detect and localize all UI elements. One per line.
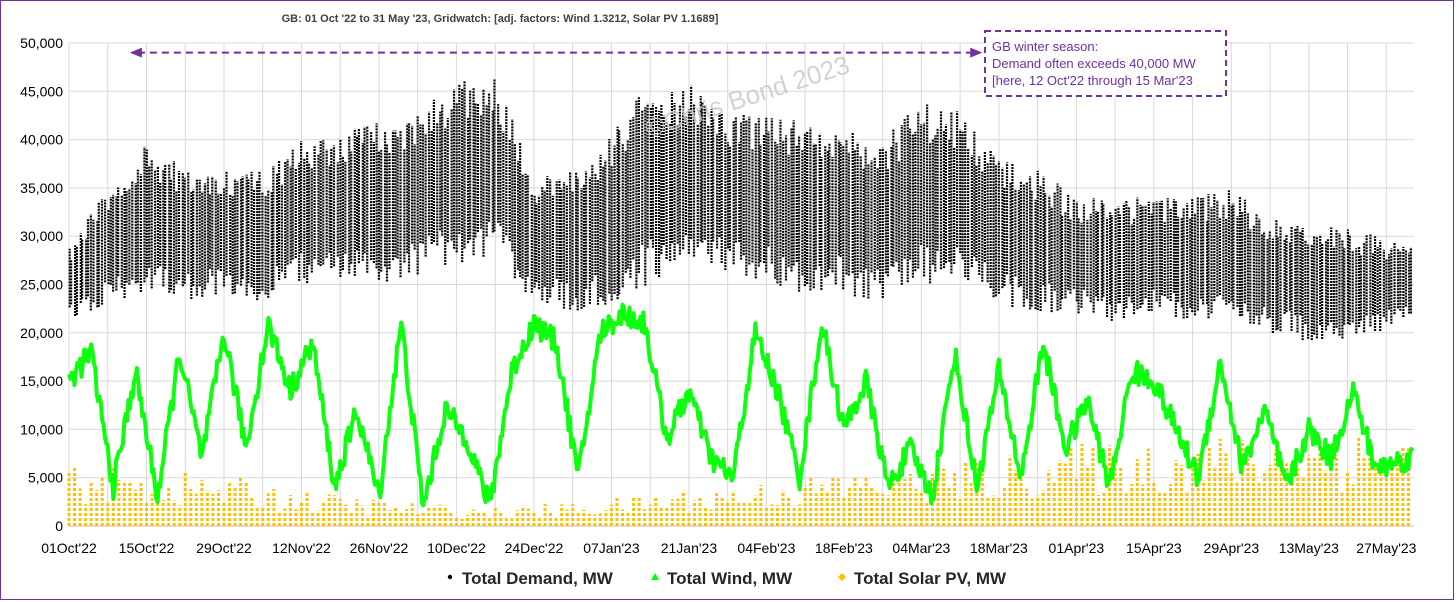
y-tick-label: 15,000: [20, 373, 63, 389]
legend: Total Demand, MW Total Wind, MW Total Sola…: [447, 569, 1007, 588]
x-tick-label: 01Apr'23: [1049, 540, 1105, 556]
x-tick-label: 13May'23: [1279, 540, 1339, 556]
series-total-solar-pv: [67, 435, 1410, 526]
annotation-box: [984, 30, 1227, 97]
x-tick-label: 18Feb'23: [815, 540, 873, 556]
x-tick-label: 18Mar'23: [970, 540, 1028, 556]
x-tick-label: 29Apr'23: [1204, 540, 1260, 556]
y-tick-label: 50,000: [20, 35, 63, 51]
x-tick-label: 15Apr'23: [1126, 540, 1182, 556]
x-tick-label: 27May'23: [1356, 540, 1416, 556]
y-tick-label: 5,000: [28, 470, 63, 486]
y-tick-label: 20,000: [20, 325, 63, 341]
y-tick-label: 35,000: [20, 180, 63, 196]
x-tick-label: 04Feb'23: [737, 540, 795, 556]
legend-marker-solar: [838, 573, 846, 581]
legend-label: Total Demand, MW: [462, 569, 614, 588]
series-total-wind: [67, 302, 1415, 508]
x-tick-label: 12Nov'22: [272, 540, 331, 556]
y-tick-label: 30,000: [20, 228, 63, 244]
arrow-head-left: [129, 47, 142, 58]
x-tick-label: 21Jan'23: [661, 540, 718, 556]
y-tick-label: 45,000: [20, 83, 63, 99]
y-tick-label: 25,000: [20, 277, 63, 293]
x-tick-label: 07Jan'23: [583, 540, 640, 556]
x-tick-label: 29Oct'22: [196, 540, 252, 556]
y-tick-label: 0: [55, 518, 63, 534]
legend-label: Total Solar PV, MW: [854, 569, 1007, 588]
x-tick-label: 24Dec'22: [505, 540, 564, 556]
legend-marker-wind: [651, 573, 659, 580]
annotation: GB winter season: Demand often exceeds 40…: [129, 30, 1227, 97]
annotation-text: GB winter season:: [992, 39, 1098, 54]
plot-area: [67, 79, 1415, 526]
legend-marker-demand: [447, 574, 453, 580]
annotation-text: Demand often exceeds 40,000 MW: [992, 56, 1197, 71]
axes: 0 5,000 10,000 15,000 20,000 25,000 30,000 35,0…: [20, 35, 1416, 556]
legend-label: Total Wind, MW: [667, 569, 793, 588]
watermark: ©Chris Bond 2023: [641, 49, 853, 143]
y-tick-label: 40,000: [20, 132, 63, 148]
chart-title: GB: 01 Oct '22 to 31 May '23, Gridwatch:…: [282, 13, 719, 25]
wind-line: [67, 302, 1415, 508]
series-total-demand: [68, 79, 1412, 341]
annotation-text: [here, 12 Oct'22 through 15 Mar'23: [992, 73, 1193, 88]
x-tick-label: 26Nov'22: [350, 540, 409, 556]
x-tick-label: 04Mar'23: [892, 540, 950, 556]
x-tick-label: 15Oct'22: [119, 540, 175, 556]
y-tick-label: 10,000: [20, 421, 63, 437]
arrow-head-right: [970, 47, 983, 58]
x-tick-label: 01Oct'22: [41, 540, 97, 556]
x-tick-label: 10Dec'22: [427, 540, 486, 556]
